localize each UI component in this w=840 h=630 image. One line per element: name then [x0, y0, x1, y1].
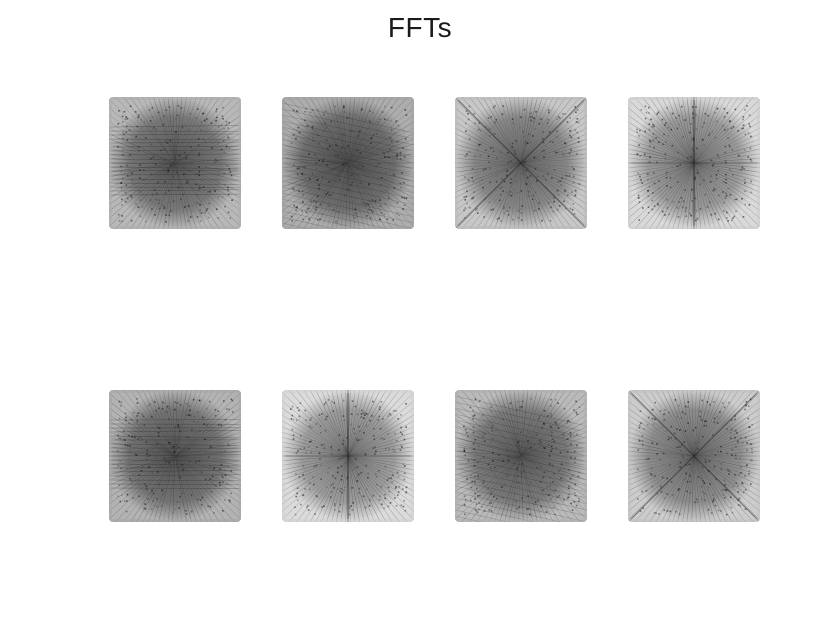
fft-image-6 [282, 390, 414, 522]
fft-image-3 [455, 97, 587, 229]
fft-image-8 [628, 390, 760, 522]
fft-image-1 [109, 97, 241, 229]
fft-image-4 [628, 97, 760, 229]
fft-image-5 [109, 390, 241, 522]
figure-title: FFTs [387, 12, 453, 43]
fft-image-7 [455, 390, 587, 522]
fft-image-2 [282, 97, 414, 229]
